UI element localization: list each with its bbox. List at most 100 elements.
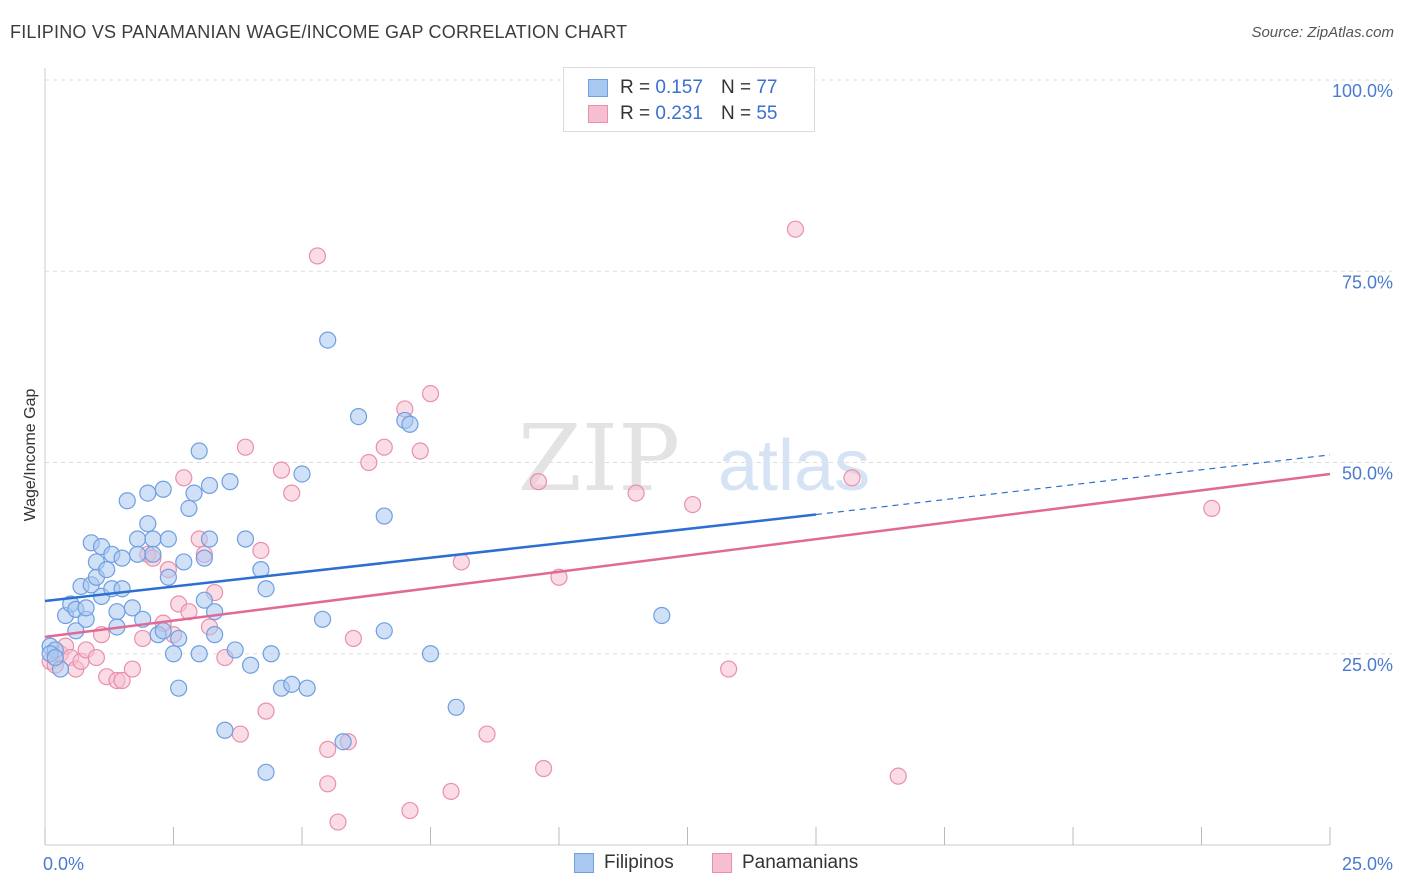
- filipinos-point: [190, 442, 208, 460]
- panamanians-point: [308, 247, 327, 265]
- panamanians-point: [411, 442, 429, 460]
- filipinos-point: [226, 641, 244, 659]
- source-label: Source: ZipAtlas.com: [1251, 24, 1394, 41]
- filipinos-point: [293, 465, 311, 483]
- filipinos-point: [185, 484, 203, 502]
- panamanians-point: [329, 813, 347, 831]
- panamanians-point: [421, 385, 440, 403]
- panamanians-point: [252, 541, 270, 560]
- filipinos-trend-extension: [815, 454, 1331, 516]
- filipinos-point: [175, 553, 193, 571]
- panamanians-legend-label: Panamanians: [742, 852, 859, 873]
- filipinos-point: [108, 603, 126, 621]
- filipinos-point: [123, 599, 141, 617]
- filipinos-point: [262, 645, 280, 663]
- filipinos-point: [447, 698, 465, 716]
- filipinos-point: [257, 580, 275, 598]
- panamanians-point: [283, 484, 301, 502]
- y-tick-label: 25.0%: [1342, 655, 1393, 675]
- panamanians-r-value: 0.231: [655, 103, 703, 124]
- filipinos-point: [401, 415, 419, 433]
- filipinos-legend-swatch: [574, 853, 594, 873]
- legend-r-label: R =: [620, 103, 651, 124]
- watermark-atlas: atlas: [718, 426, 870, 506]
- panamanians-point: [134, 629, 152, 648]
- filipinos-point: [200, 530, 219, 548]
- panamanians-point: [889, 767, 907, 785]
- panamanians-point: [534, 759, 553, 778]
- filipinos-point: [77, 599, 95, 617]
- panamanians-point: [319, 775, 337, 793]
- panamanians-point: [684, 495, 702, 514]
- panamanians-trend-line: [44, 472, 1331, 639]
- filipinos-point: [195, 549, 213, 567]
- panamanians-point: [231, 725, 249, 743]
- filipinos-point: [170, 679, 188, 697]
- filipinos-point: [421, 645, 440, 663]
- panamanians-point: [478, 725, 496, 743]
- filipinos-point: [313, 610, 332, 628]
- filipinos-n-value: 77: [756, 77, 778, 98]
- legend-r-label: R =: [620, 77, 651, 98]
- legend-item-panamanians[interactable]: Panamanians: [712, 852, 858, 874]
- filipinos-point: [139, 515, 157, 533]
- x-tick-label: 25.0%: [1342, 854, 1393, 874]
- filipinos-point: [154, 622, 172, 640]
- filipinos-point: [653, 606, 671, 625]
- filipinos-r-value: 0.157: [655, 77, 703, 98]
- chart-title: FILIPINO VS PANAMANIAN WAGE/INCOME GAP C…: [10, 22, 628, 42]
- filipinos-point: [334, 733, 352, 751]
- panamanians-point: [529, 473, 548, 491]
- filipinos-point: [170, 629, 188, 648]
- y-tick-label: 100.0%: [1332, 81, 1393, 101]
- filipinos-trend-line: [44, 513, 817, 603]
- panamanians-point: [843, 469, 861, 487]
- filipinos-point: [128, 530, 147, 548]
- panamanians-swatch: [588, 105, 608, 123]
- panamanians-point: [375, 438, 393, 456]
- filipinos-point: [206, 626, 224, 644]
- filipinos-point: [319, 331, 337, 349]
- panamanians-point: [236, 438, 255, 456]
- panamanians-point: [360, 453, 378, 472]
- panamanians-point: [113, 671, 131, 690]
- filipinos-swatch: [588, 79, 608, 97]
- filipinos-point: [128, 545, 147, 563]
- legend-row-filipinos: R = 0.157 N = 77: [588, 76, 777, 100]
- filipinos-point: [375, 622, 393, 640]
- filipinos-point: [221, 473, 239, 491]
- filipinos-point: [113, 549, 131, 567]
- legend-n-label: N =: [720, 77, 752, 98]
- legend-row-panamanians: R = 0.231 N = 55: [588, 102, 777, 126]
- y-tick-label: 50.0%: [1342, 464, 1393, 484]
- panamanians-legend-swatch: [712, 853, 732, 873]
- panamanians-point: [123, 660, 141, 678]
- filipinos-point: [195, 591, 213, 609]
- panamanians-point: [452, 553, 470, 571]
- legend-n-label: N =: [720, 103, 752, 124]
- filipinos-point: [216, 721, 234, 739]
- filipinos-point: [349, 408, 368, 426]
- filipinos-point: [144, 545, 162, 563]
- filipinos-point: [159, 530, 177, 548]
- panamanians-point: [175, 469, 193, 487]
- filipinos-point: [190, 645, 208, 663]
- legend-item-filipinos[interactable]: Filipinos: [574, 852, 674, 874]
- panamanians-point: [627, 484, 645, 502]
- panamanians-point: [257, 702, 275, 720]
- y-axis-label: Wage/Income Gap: [22, 389, 39, 522]
- filipinos-point: [98, 560, 116, 579]
- filipinos-point: [159, 568, 177, 586]
- panamanians-point: [319, 740, 337, 758]
- filipinos-point: [154, 480, 172, 498]
- filipinos-point: [139, 484, 157, 502]
- filipinos-point: [298, 679, 316, 697]
- filipinos-point: [283, 675, 301, 693]
- filipinos-point: [144, 530, 162, 548]
- panamanians-point: [1203, 499, 1221, 517]
- correlation-legend: R = 0.157 N = 77 R = 0.231 N = 55: [563, 67, 815, 132]
- filipinos-point: [257, 763, 275, 781]
- filipinos-point: [118, 492, 136, 510]
- panamanians-point: [344, 629, 362, 648]
- filipinos-point: [113, 580, 131, 598]
